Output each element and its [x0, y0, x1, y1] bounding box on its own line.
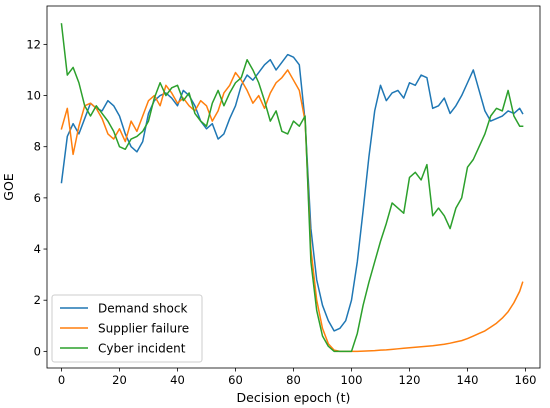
legend: Demand shock Supplier failure Cyber incide… — [51, 294, 203, 363]
y-tick-label: 12 — [26, 37, 41, 51]
y-tick-label: 4 — [34, 242, 41, 256]
y-tick-label: 0 — [34, 344, 41, 358]
x-tick-label: 80 — [286, 373, 301, 387]
series-line-demand-shock — [60, 53, 524, 332]
series-group — [60, 23, 524, 353]
legend-label-demand-shock: Demand shock — [98, 302, 188, 316]
x-tick-label: 20 — [112, 373, 127, 387]
x-tick-label: 120 — [399, 373, 421, 387]
y-axis-label: GOE — [1, 173, 16, 201]
x-tick-label: 100 — [341, 373, 363, 387]
x-axis-label: Decision epoch (t) — [237, 390, 351, 405]
x-tick-label: 160 — [515, 373, 537, 387]
x-tick-label: 60 — [228, 373, 243, 387]
y-tick-label: 6 — [34, 191, 41, 205]
x-tick-label: 40 — [170, 373, 185, 387]
y-tick-label: 2 — [34, 293, 41, 307]
legend-box — [51, 294, 203, 363]
legend-label-cyber-incident: Cyber incident — [98, 342, 186, 356]
x-tick-label: 0 — [58, 373, 65, 387]
y-tick-label: 8 — [34, 140, 41, 154]
legend-label-supplier-failure: Supplier failure — [98, 322, 189, 336]
y-tick-label: 10 — [26, 89, 41, 103]
x-tick-label: 140 — [457, 373, 479, 387]
axes: 0 20 40 60 80 100 120 140 160 0 2 4 6 8 10 12 — [26, 5, 541, 387]
plot-area — [60, 23, 524, 353]
series-line-supplier-failure — [60, 69, 524, 353]
series-line-cyber-incident — [60, 23, 524, 353]
